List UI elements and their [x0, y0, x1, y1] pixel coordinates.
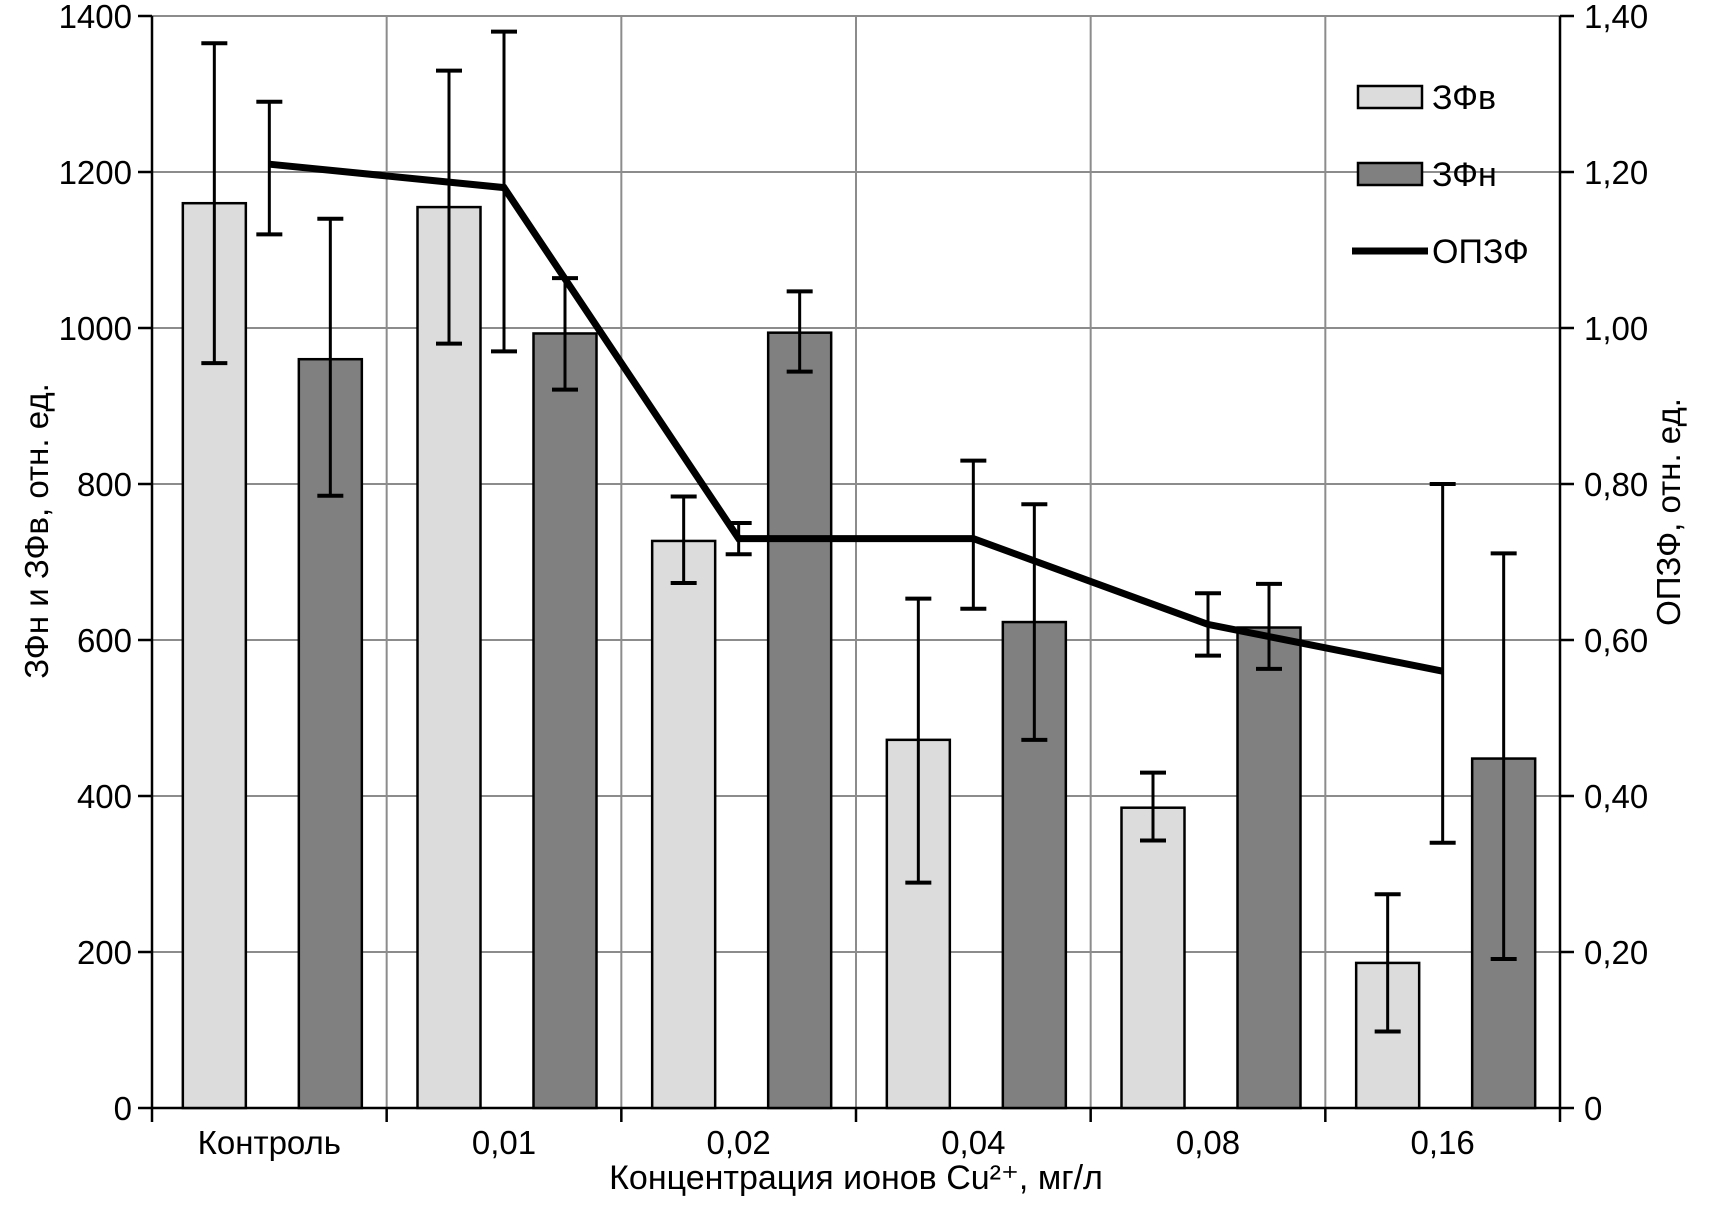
- left-tick-label: 1400: [59, 0, 132, 35]
- x-category-label: 0,02: [707, 1124, 771, 1161]
- legend-label-ОПЗФ: ОПЗФ: [1432, 233, 1529, 271]
- left-axis-title: ЗФн и ЗФв, отн. ед.: [18, 383, 55, 679]
- bar-ЗФн-2: [766, 331, 833, 1110]
- left-tick-label: 1200: [59, 154, 132, 191]
- right-tick-label: 0,20: [1584, 934, 1648, 971]
- right-tick-label: 0,40: [1584, 778, 1648, 815]
- x-category-label: 0,01: [472, 1124, 536, 1161]
- x-category-label: 0,04: [941, 1124, 1005, 1161]
- right-axis-title: ОПЗФ, отн. ед.: [1650, 398, 1687, 626]
- x-axis-title: Концентрация ионов Cu²⁺, мг/л: [609, 1159, 1103, 1197]
- legend-swatch-ЗФв: [1356, 84, 1424, 110]
- x-category-label: Контроль: [198, 1124, 341, 1161]
- bar-ЗФв-4: [1120, 806, 1186, 1110]
- right-tick-label: 1,40: [1584, 0, 1648, 35]
- left-tick-label: 800: [77, 466, 132, 503]
- left-tick-label: 400: [77, 778, 132, 815]
- bar-ЗФв-1: [416, 205, 482, 1110]
- right-tick-label: 1,20: [1584, 154, 1648, 191]
- bar-ЗФв-2: [650, 539, 717, 1110]
- left-tick-label: 1000: [59, 310, 132, 347]
- right-tick-label: 1,00: [1584, 310, 1648, 347]
- legend-label-ЗФн: ЗФн: [1432, 156, 1497, 194]
- right-tick-label: 0,60: [1584, 622, 1648, 659]
- left-tick-label: 0: [114, 1090, 132, 1127]
- legend-label-ЗФв: ЗФв: [1432, 79, 1496, 117]
- left-tick-label: 200: [77, 934, 132, 971]
- x-category-label: 0,16: [1411, 1124, 1475, 1161]
- right-tick-label: 0,80: [1584, 466, 1648, 503]
- right-tick-label: 0: [1584, 1090, 1602, 1127]
- line-ОПЗФ: [268, 160, 1444, 675]
- bar-ЗФн-1: [532, 332, 598, 1110]
- left-tick-label: 600: [77, 622, 132, 659]
- x-category-label: 0,08: [1176, 1124, 1240, 1161]
- legend-swatch-ЗФн: [1356, 161, 1424, 187]
- bar-ЗФн-4: [1236, 626, 1302, 1110]
